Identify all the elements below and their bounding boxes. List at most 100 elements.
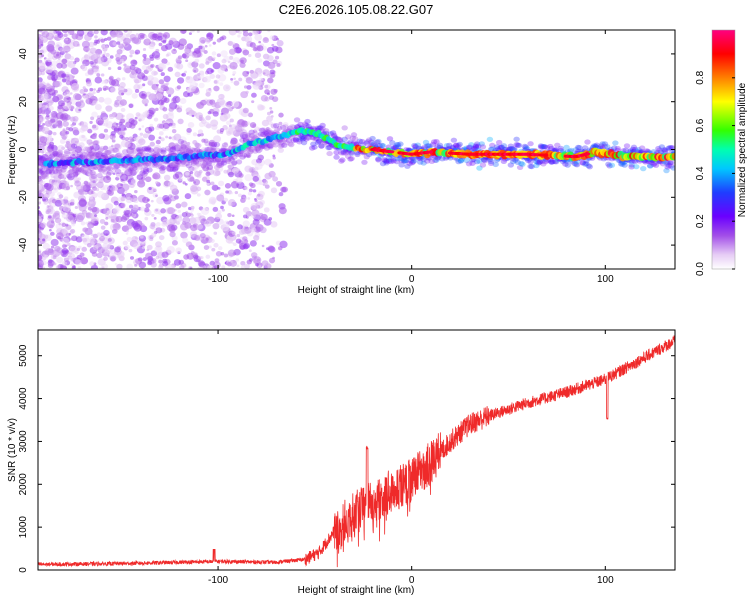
ridge-halo — [252, 148, 259, 154]
noise-blob — [242, 30, 246, 33]
noise-blob — [109, 148, 116, 154]
ridge-halo — [184, 144, 192, 150]
noise-blob — [175, 203, 182, 209]
ridge-halo — [159, 166, 166, 172]
noise-blob — [124, 141, 131, 148]
noise-blob — [162, 128, 166, 132]
ridge-halo — [486, 136, 494, 142]
noise-blob — [257, 265, 262, 269]
noise-blob — [210, 119, 219, 127]
noise-blob — [251, 209, 260, 217]
ridge-halo — [254, 146, 261, 152]
noise-blob — [251, 92, 257, 98]
ridge-halo — [78, 148, 86, 155]
noise-blob — [141, 171, 148, 178]
spectrogram-ytick-label: 20 — [18, 96, 29, 108]
noise-blob — [221, 265, 226, 269]
noise-blob — [233, 77, 236, 80]
noise-blob — [106, 189, 112, 195]
noise-blob — [216, 53, 221, 58]
noise-blob — [114, 246, 121, 253]
noise-blob — [268, 95, 275, 100]
ridge-halo — [272, 129, 280, 135]
noise-blob — [121, 77, 126, 81]
noise-blob — [231, 100, 240, 108]
noise-blob — [78, 199, 87, 207]
ridge-halo — [130, 164, 137, 170]
ridge-halo — [348, 155, 355, 162]
noise-blob — [269, 107, 273, 110]
ridge-halo — [141, 146, 149, 152]
noise-blob — [70, 263, 74, 267]
noise-blob — [148, 134, 156, 141]
ridge-halo — [60, 167, 67, 173]
noise-blob — [53, 121, 57, 125]
noise-blob — [158, 131, 164, 136]
noise-blob — [162, 39, 167, 44]
noise-blob — [162, 113, 169, 120]
ridge-halo — [193, 147, 201, 153]
noise-blob — [38, 237, 41, 241]
noise-blob — [49, 141, 55, 147]
noise-blob — [61, 227, 69, 234]
ridge-halo — [286, 125, 294, 131]
noise-blob — [243, 138, 248, 142]
ridge-halo — [77, 167, 85, 173]
ridge-halo — [180, 159, 187, 165]
ridge-halo — [121, 149, 129, 155]
noise-blob — [59, 138, 66, 144]
ridge-halo — [608, 162, 616, 168]
noise-blob — [151, 232, 157, 238]
ridge-halo — [113, 163, 121, 170]
ridge-halo — [106, 165, 114, 171]
noise-blob — [92, 124, 97, 129]
noise-blob — [79, 127, 86, 133]
noise-blob — [98, 133, 105, 140]
noise-blob — [147, 256, 154, 262]
ridge-halo — [253, 146, 260, 152]
noise-blob — [80, 185, 87, 191]
noise-blob — [74, 205, 79, 210]
ridge-halo — [84, 151, 92, 157]
ridge-halo — [135, 162, 143, 168]
noise-blob — [247, 112, 254, 118]
noise-blob — [131, 204, 139, 211]
ridge-halo — [39, 155, 46, 162]
noise-blob — [39, 170, 44, 174]
ridge-halo — [202, 161, 209, 167]
noise-blob — [230, 191, 234, 195]
noise-blob — [89, 47, 97, 54]
noise-blob — [196, 101, 204, 109]
noise-blob — [122, 240, 128, 246]
noise-blob — [267, 30, 271, 33]
noise-blob — [102, 184, 110, 191]
noise-blob — [231, 160, 237, 166]
noise-blob — [68, 252, 73, 256]
ridge-halo — [181, 161, 188, 168]
noise-blob — [63, 45, 71, 53]
ridge-halo — [311, 144, 318, 150]
noise-blob — [117, 253, 123, 259]
ridge-halo — [281, 142, 288, 148]
noise-blob — [78, 122, 82, 126]
noise-blob — [171, 124, 176, 129]
noise-blob — [150, 261, 157, 268]
noise-blob — [61, 73, 67, 78]
ridge-halo — [262, 130, 269, 136]
ridge-halo — [68, 169, 75, 175]
noise-blob — [212, 223, 220, 230]
ridge-halo — [247, 146, 254, 152]
noise-blob — [175, 58, 181, 64]
ridge-halo — [137, 148, 144, 155]
noise-blob — [96, 232, 102, 237]
noise-blob — [111, 144, 114, 148]
noise-blob — [191, 161, 200, 170]
snr-ytick-label: 1000 — [18, 516, 29, 539]
noise-blob — [100, 38, 106, 43]
noise-blob — [173, 133, 182, 141]
ridge-halo — [160, 164, 167, 171]
ridge-halo — [169, 162, 176, 168]
noise-blob — [198, 114, 203, 119]
ridge-halo — [155, 164, 163, 170]
noise-blob — [39, 63, 46, 70]
